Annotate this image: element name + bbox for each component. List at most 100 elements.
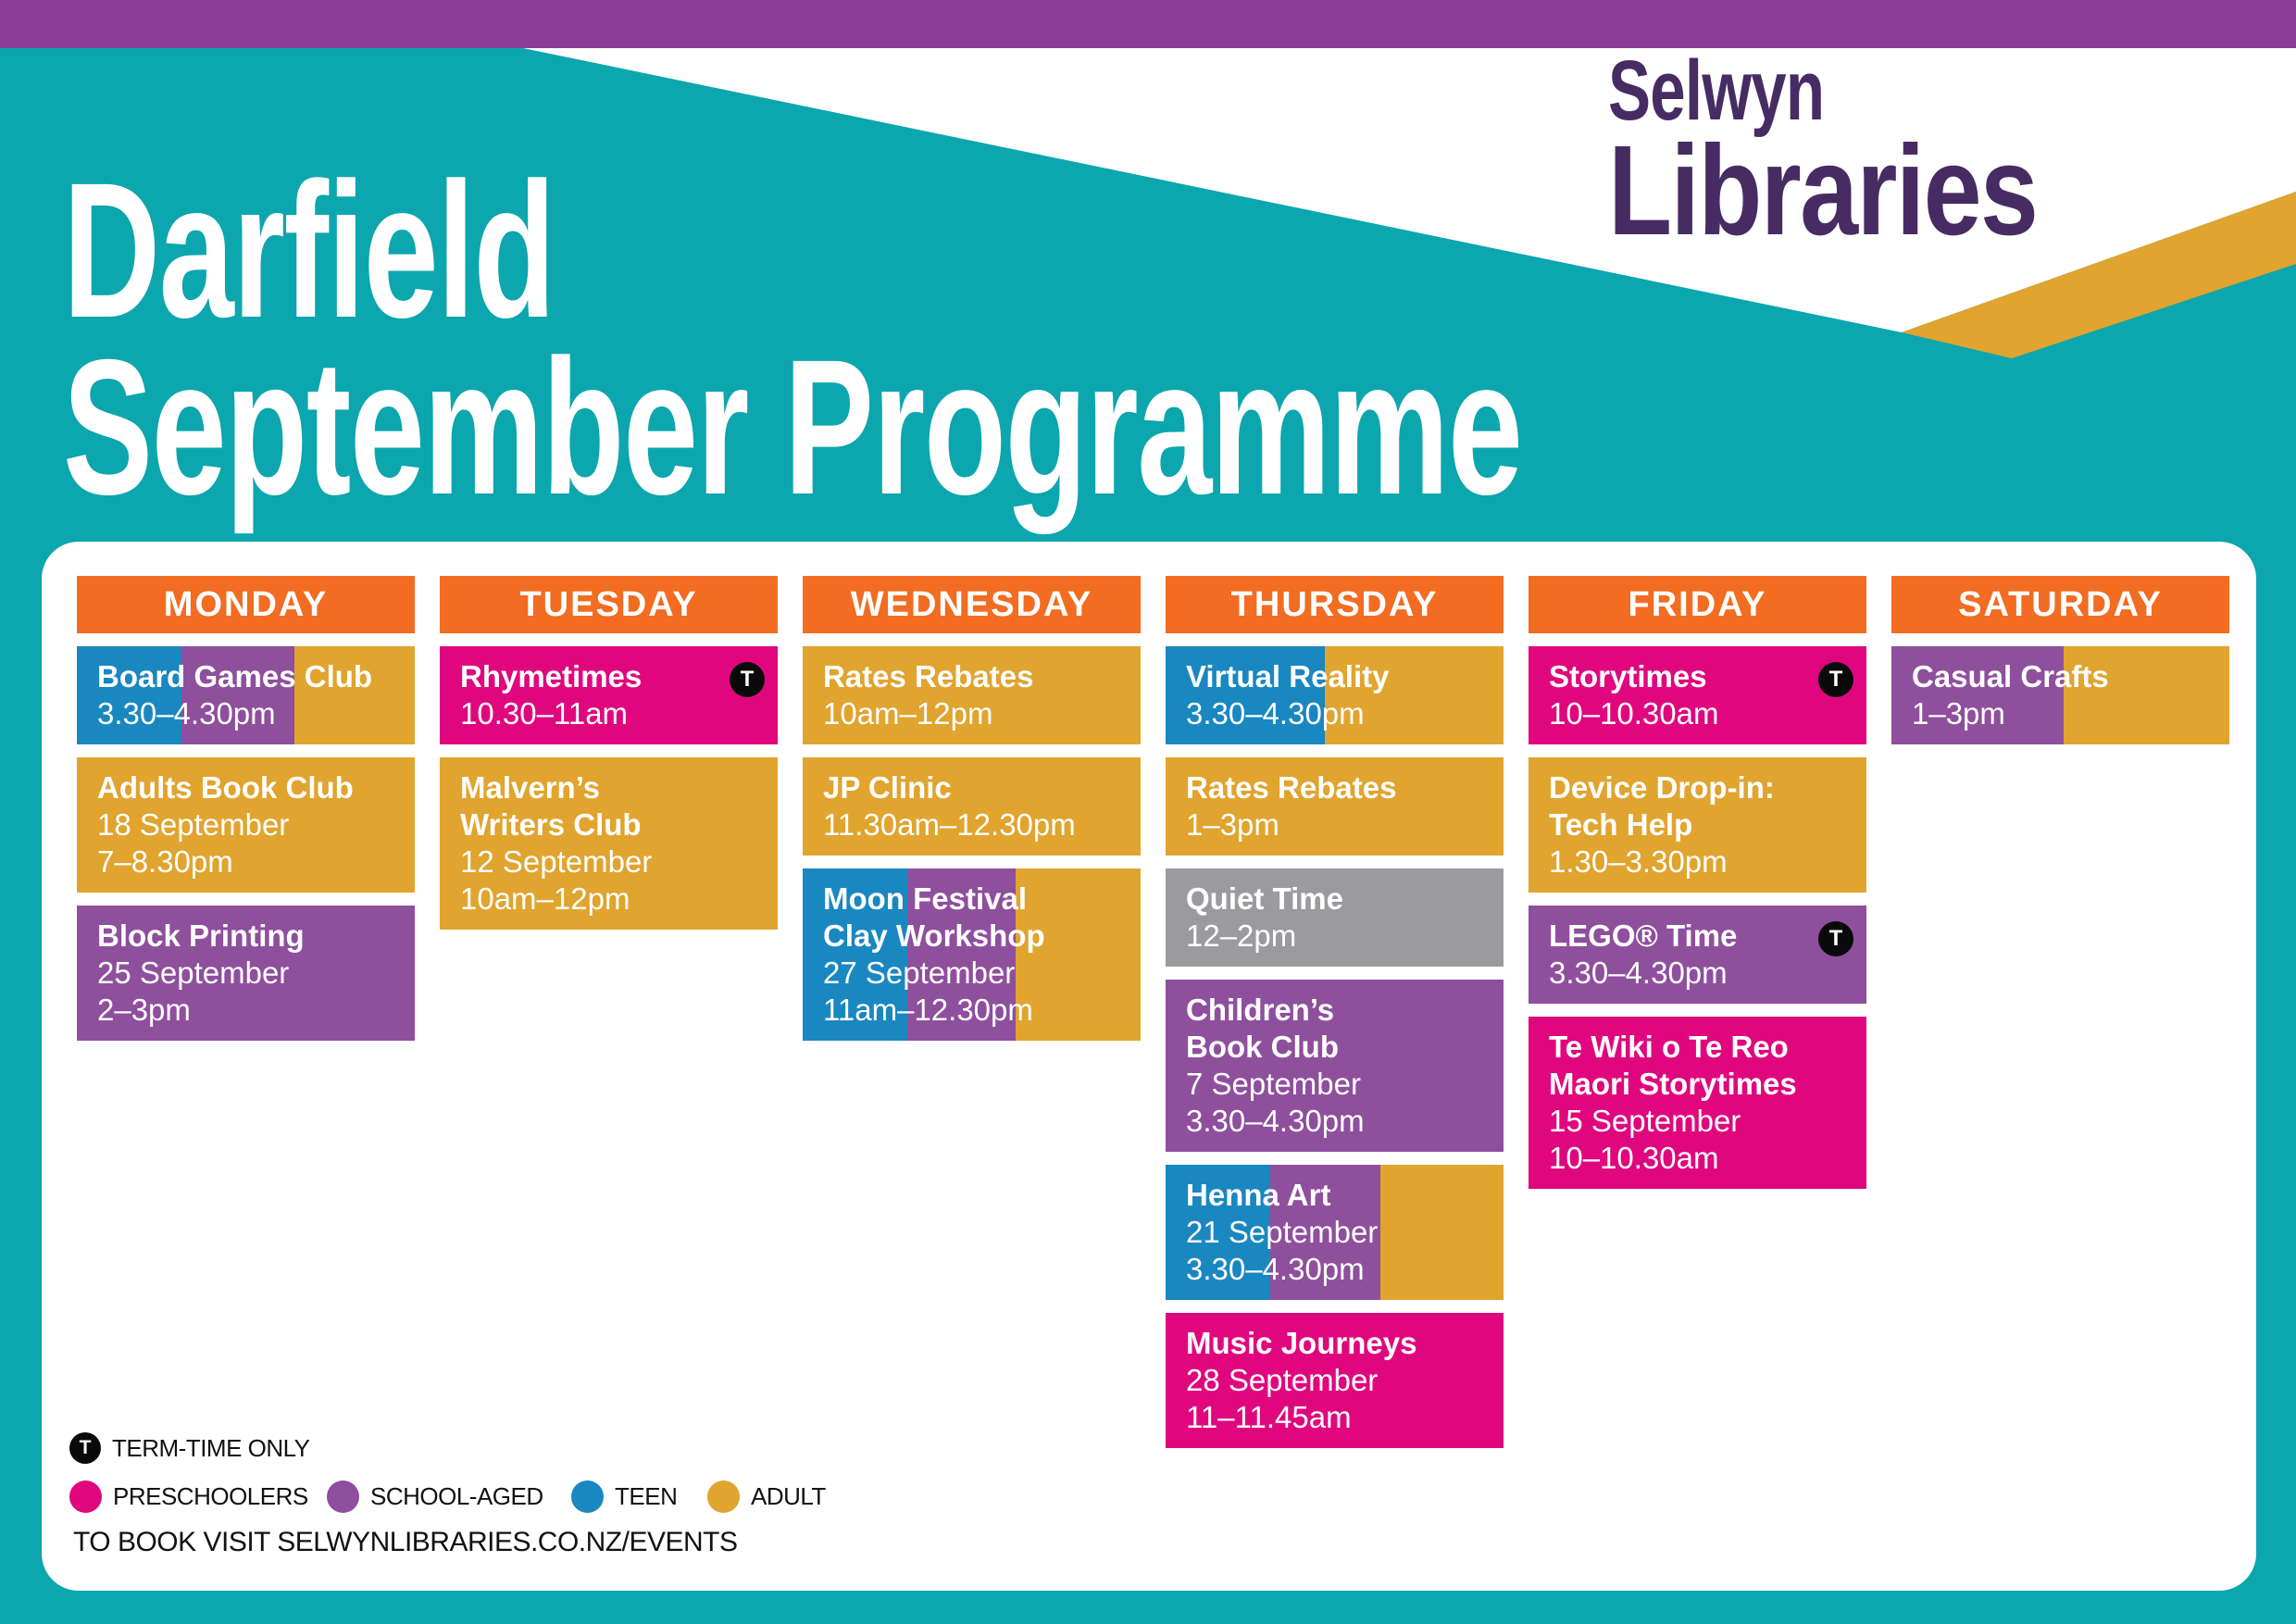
event-detail-line: 27 September: [823, 956, 1016, 990]
day-header: WEDNESDAY: [803, 576, 1141, 633]
event-detail-line: 12–2pm: [1186, 918, 1297, 953]
page-title-line1: Darfield: [63, 144, 555, 358]
event-text: Casual Crafts 1–3pm: [1912, 658, 2211, 732]
event-title-line: Tech Help: [1549, 807, 1693, 842]
legend: T TERM-TIME ONLY PRESCHOOLERS SCHOOL-AGED…: [69, 1432, 826, 1531]
event-list: Rates Rebates 10am–12pm JP Clinic 11.30am–1…: [803, 646, 1141, 1041]
event-detail-line: 3.30–4.30pm: [1186, 1252, 1365, 1286]
day-header: FRIDAY: [1529, 576, 1866, 633]
event-title-line: Device Drop-in:: [1549, 770, 1775, 805]
term-time-badge: T: [1818, 662, 1853, 697]
event-title-line: Block Printing: [97, 918, 305, 953]
audience-color-band: [1015, 868, 1141, 1041]
audience-color-band: [803, 646, 1141, 744]
logo-line-libraries: Libraries: [1608, 119, 2039, 262]
event-title-line: Quiet Time: [1186, 881, 1343, 916]
event-detail-line: 3.30–4.30pm: [1186, 1104, 1365, 1138]
event-title-line: Virtual Reality: [1186, 659, 1390, 693]
legend-label: SCHOOL-AGED: [370, 1482, 543, 1510]
audience-color-band: [803, 757, 1141, 856]
teen-color-dot-icon: [571, 1480, 604, 1513]
day-column: THURSDAY Virtual Reality 3.30–4.30pm Rates …: [1166, 576, 1504, 1448]
event-detail-line: 10–10.30am: [1549, 696, 1719, 731]
event-title-line: Children’s: [1186, 993, 1335, 1027]
event-text: Adults Book Club 18 September 7–8.30pm: [97, 769, 396, 881]
audience-color-band: [907, 868, 1016, 1041]
event-card: Casual Crafts 1–3pm: [1891, 646, 2229, 744]
event-detail-line: 25 September: [97, 956, 290, 990]
event-detail-line: 3.30–4.30pm: [1549, 956, 1728, 990]
day-header: SATURDAY: [1891, 576, 2229, 633]
event-title-line: Adults Book Club: [97, 770, 354, 805]
event-title-line: JP Clinic: [823, 770, 952, 805]
event-text: Te Wiki o Te Reo Maori Storytimes 15 Septe…: [1549, 1029, 1848, 1177]
booking-info-text: TO BOOK VISIT SELWYNLIBRARIES.CO.NZ/EVEN…: [73, 1527, 738, 1557]
audience-color-band: [1379, 1165, 1504, 1300]
term-time-badge-icon: T: [69, 1432, 101, 1464]
audience-color-band: [1529, 646, 1866, 744]
event-text: Rates Rebates 1–3pm: [1186, 769, 1485, 843]
logo-line-selwyn: Selwyn: [1608, 44, 1825, 138]
event-card: Storytimes 10–10.30am T: [1529, 646, 1866, 744]
audience-color-band: [77, 646, 182, 744]
day-column: WEDNESDAY Rates Rebates 10am–12pm JP Clinic…: [803, 576, 1141, 1448]
event-title-line: Clay Workshop: [823, 918, 1045, 953]
adult-color-dot-icon: [707, 1480, 740, 1513]
audience-color-band: [294, 646, 415, 744]
day-column: FRIDAY Storytimes 10–10.30am T Device Drop-i…: [1529, 576, 1866, 1448]
legend-category-row: PRESCHOOLERS SCHOOL-AGED TEEN ADULT: [69, 1480, 826, 1513]
day-header: MONDAY: [77, 576, 415, 633]
event-detail-line: 7–8.30pm: [97, 844, 233, 879]
legend-item-adult: ADULT: [707, 1480, 826, 1513]
audience-color-band: [440, 757, 778, 930]
header-white-wedge: [523, 48, 2296, 332]
event-detail-line: 1–3pm: [1912, 696, 2005, 731]
event-title-line: Henna Art: [1186, 1178, 1331, 1212]
audience-color-band: [1529, 757, 1866, 893]
audience-color-band: [440, 646, 778, 744]
event-title-line: LEGO® Time: [1549, 918, 1738, 953]
event-card: JP Clinic 11.30am–12.30pm: [803, 757, 1141, 856]
audience-color-band: [1891, 646, 2065, 744]
event-card: Te Wiki o Te Reo Maori Storytimes 15 Septe…: [1529, 1017, 1866, 1189]
audience-color-band: [1270, 1165, 1380, 1300]
event-detail-line: 10–10.30am: [1549, 1141, 1719, 1175]
event-detail-line: 21 September: [1186, 1215, 1379, 1249]
programme-board: MONDAY Board Games Club 3.30–4.30pm Adults …: [77, 576, 2229, 1448]
event-card: Virtual Reality 3.30–4.30pm: [1166, 646, 1504, 744]
page-title: Darfield September Programme: [63, 144, 1523, 524]
event-detail-line: 12 September: [460, 844, 653, 879]
event-card: LEGO® Time 3.30–4.30pm T: [1529, 906, 1866, 1004]
preschoolers-color-dot-icon: [69, 1480, 102, 1513]
event-title-line: Board Games Club: [97, 659, 373, 693]
audience-color-band: [77, 906, 415, 1041]
event-card: Device Drop-in: Tech Help 1.30–3.30pm: [1529, 757, 1866, 893]
school_aged-color-dot-icon: [327, 1480, 359, 1513]
event-detail-line: 3.30–4.30pm: [97, 696, 276, 731]
audience-color-band: [803, 868, 908, 1041]
audience-color-band: [1166, 1165, 1271, 1300]
top-accent-bar: [0, 0, 2296, 48]
term-time-label: TERM-TIME ONLY: [112, 1433, 310, 1462]
event-detail-line: 3.30–4.30pm: [1186, 696, 1365, 731]
event-card: Rhymetimes 10.30–11am T: [440, 646, 778, 744]
event-list: Board Games Club 3.30–4.30pm Adults Book C…: [77, 646, 415, 1041]
event-detail-line: 7 September: [1186, 1067, 1361, 1101]
event-text: Children’s Book Club 7 September 3.30–4.30p…: [1186, 992, 1485, 1140]
event-list: Storytimes 10–10.30am T Device Drop-in: Tech…: [1529, 646, 1866, 1189]
header-gold-stripe: [1902, 192, 2296, 358]
audience-color-band: [2064, 646, 2229, 744]
legend-item-preschoolers: PRESCHOOLERS: [69, 1480, 327, 1513]
term-time-badge: T: [1818, 921, 1853, 956]
event-title-line: Malvern’s: [460, 770, 601, 805]
event-title-line: Storytimes: [1549, 659, 1707, 693]
event-detail-line: 10.30–11am: [460, 696, 629, 731]
selwyn-libraries-logo: Selwyn Libraries: [1608, 44, 2131, 262]
event-text: LEGO® Time 3.30–4.30pm: [1549, 918, 1848, 992]
event-card: Quiet Time 12–2pm: [1166, 868, 1504, 967]
event-text: Malvern’s Writers Club 12 September 10am–12…: [460, 769, 759, 918]
event-detail-line: 10am–12pm: [823, 696, 993, 731]
day-column: TUESDAY Rhymetimes 10.30–11am T Malvern’s Wri…: [440, 576, 778, 1448]
event-title-line: Music Journeys: [1186, 1326, 1417, 1360]
event-detail-line: 2–3pm: [97, 993, 191, 1027]
